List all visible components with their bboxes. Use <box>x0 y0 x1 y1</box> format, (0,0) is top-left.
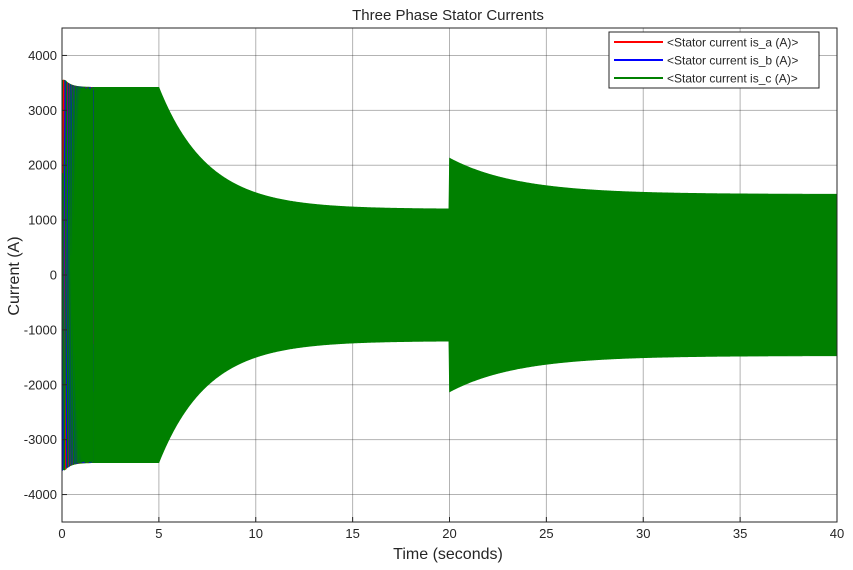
x-tick-label: 35 <box>733 526 747 541</box>
legend-label-2: <Stator current is_b (A)> <box>667 54 798 68</box>
x-tick-label: 25 <box>539 526 553 541</box>
y-axis-label: Current (A) <box>6 236 23 315</box>
legend-label-3: <Stator current is_c (A)> <box>667 72 798 86</box>
x-axis-label: Time (seconds) <box>393 546 503 563</box>
y-tick-label: 0 <box>50 268 57 283</box>
x-tick-label: 20 <box>442 526 456 541</box>
y-tick-label: -4000 <box>24 487 57 502</box>
y-tick-label: -2000 <box>24 377 57 392</box>
x-tick-label: 5 <box>155 526 162 541</box>
legend: <Stator current is_a (A)> <Stator current… <box>608 31 820 89</box>
legend-label-1: <Stator current is_a (A)> <box>667 36 798 50</box>
x-tick-label: 40 <box>830 526 844 541</box>
y-tick-label: 2000 <box>28 158 57 173</box>
x-tick-label: 0 <box>58 526 65 541</box>
y-tick-label: 4000 <box>28 48 57 63</box>
y-tick-label: -1000 <box>24 322 57 337</box>
x-tick-label: 30 <box>636 526 650 541</box>
series-c-line <box>61 80 94 471</box>
x-axis-ticks: 0 5 10 15 20 25 30 35 40 <box>58 517 844 541</box>
y-tick-label: -3000 <box>24 432 57 447</box>
y-tick-label: 1000 <box>28 213 57 228</box>
x-tick-label: 15 <box>345 526 359 541</box>
y-axis-ticks: -4000 -3000 -2000 -1000 0 1000 2000 3000 4000 <box>24 48 67 502</box>
chart-title: Three Phase Stator Currents <box>352 7 544 24</box>
x-tick-label: 10 <box>249 526 263 541</box>
y-tick-label: 3000 <box>28 103 57 118</box>
